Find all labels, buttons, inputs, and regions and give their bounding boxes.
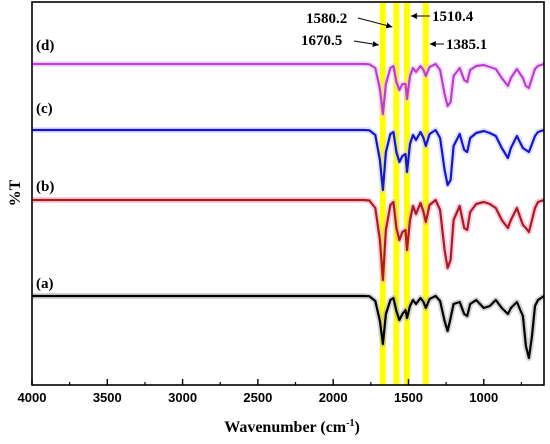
series-label-c: (c) (36, 101, 53, 117)
spectra-layer (32, 61, 546, 361)
series-line-d (32, 62, 545, 116)
series-line-a (32, 294, 545, 360)
series-label-a: (a) (36, 276, 54, 292)
x-tick-label-1000: 1000 (469, 390, 498, 405)
x-tick-label-4000: 4000 (18, 390, 47, 405)
series-halo-c (32, 127, 545, 193)
band-arrow-head-1670-5 (372, 41, 379, 47)
band-arrow-head-1510-4 (410, 13, 417, 19)
x-tick-label-3000: 3000 (168, 390, 197, 405)
x-tick-label-2000: 2000 (319, 390, 348, 405)
x-tick-label-1500: 1500 (394, 390, 423, 405)
band-label-1385-1: 1385.1 (446, 37, 487, 53)
series-labels: (a) (b) (c) (d) (36, 38, 54, 292)
x-axis-title-sup: -1 (346, 418, 354, 429)
band-arrow-head-1385-1 (429, 41, 436, 47)
x-axis-title-tail: ) (354, 419, 359, 436)
highlight-band-1670-5 (379, 3, 386, 385)
x-tick-label-2500: 2500 (243, 390, 272, 405)
series-label-d: (d) (36, 38, 54, 54)
band-annotations: 1670.5 1580.2 1510.4 1385.1 (301, 9, 487, 53)
x-tick-label-3500: 3500 (93, 390, 122, 405)
series-line-b (32, 198, 545, 282)
series-halo-d (32, 61, 545, 117)
series-line-c (32, 128, 545, 192)
highlight-band-1510-4 (403, 3, 410, 385)
plot-frame (31, 1, 545, 386)
band-label-1580-2: 1580.2 (306, 11, 347, 27)
highlight-band-1580-2 (393, 3, 400, 385)
x-axis-title-main: Wavenumber (cm (224, 419, 347, 436)
highlight-bands (379, 3, 429, 385)
band-label-1510-4: 1510.4 (432, 9, 474, 25)
band-arrow-head-1580-2 (385, 22, 393, 29)
series-label-b: (b) (36, 179, 54, 195)
band-label-1670-5: 1670.5 (301, 33, 342, 49)
series-halo-a (32, 293, 546, 361)
y-axis-title: %T (7, 179, 24, 206)
x-axis: 4000 3500 3000 2500 2000 1500 1000 (18, 379, 523, 405)
x-axis-title: Wavenumber (cm-1) (224, 418, 360, 436)
highlight-band-1385-1 (422, 3, 429, 385)
series-halo-b (32, 197, 545, 283)
